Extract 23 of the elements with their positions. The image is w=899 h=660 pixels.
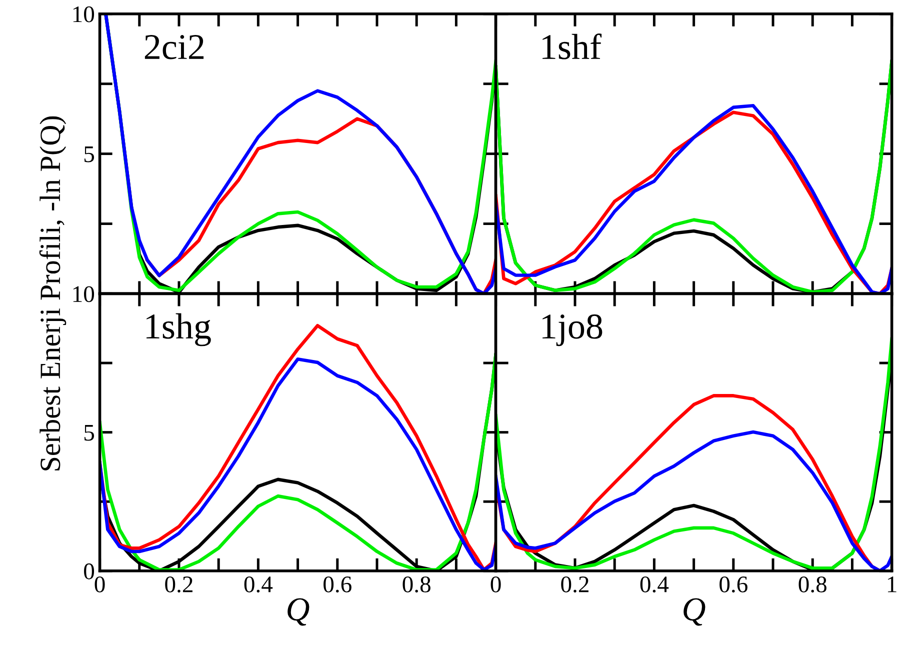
x-tick-label: 0.8 [402,576,430,592]
x-tick-label: 0.6 [324,576,352,592]
x-axis-title: Q [288,598,310,626]
x-tick-label: 0.4 [640,576,669,592]
annotation: 1shg [146,313,211,346]
x-tick-label: 0.4 [244,576,273,592]
x-tick-label: 0.6 [720,576,748,592]
annotation: 1shf [542,34,602,60]
x-tick-label: 0 [94,576,105,592]
x-tick-label: 0.2 [561,576,588,592]
x-axis-title: Q [684,598,706,626]
annotation: 2ci2 [144,35,204,60]
x-tick-label: 0.8 [798,576,826,592]
y-tick-label: 5 [84,425,94,441]
y-axis-title: Serbest Enerji Profili, -ln P(Q) [39,116,66,470]
x-tick-label: 0.2 [165,576,192,592]
annotation: 1jo8 [542,314,602,346]
y-tick-label: 10 [73,286,94,302]
x-tick-label: 0 [490,576,501,592]
y-tick-label: 10 [73,6,94,22]
y-tick-label: 0 [84,563,94,580]
x-tick-label: 1 [888,576,896,592]
y-tick-label: 5 [84,146,94,162]
